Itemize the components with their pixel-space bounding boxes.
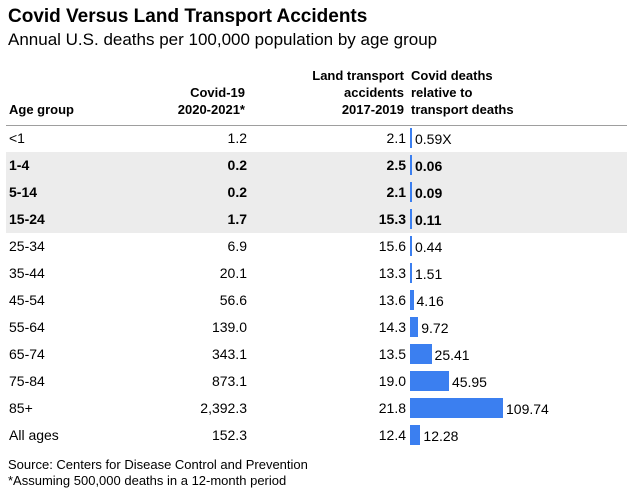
covid-rate-cell: 1.2	[227, 130, 247, 146]
land-transport-rate-cell: 15.6	[378, 238, 406, 254]
table-row: 5-14 0.2 2.1 0.09	[6, 179, 627, 206]
table-row: 65-74 343.1 13.5 25.41	[6, 341, 627, 368]
ratio-label: 0.11	[415, 212, 442, 228]
ratio-bar	[410, 209, 412, 229]
covid-rate-cell: 0.2	[227, 157, 247, 173]
table-row: 25-34 6.9 15.6 0.44	[6, 233, 627, 260]
ratio-bar	[410, 236, 412, 256]
table-row: 45-54 56.6 13.6 4.16	[6, 287, 627, 314]
land-transport-rate-cell: 13.5	[378, 346, 406, 362]
covid-rate-cell: 139.0	[211, 319, 247, 335]
covid-rate-cell: 0.2	[227, 184, 247, 200]
ratio-bar	[410, 290, 414, 310]
covid-rate-cell: 1.7	[227, 211, 247, 227]
table-row: All ages 152.3 12.4 12.28	[6, 422, 627, 449]
chart-subtitle: Annual U.S. deaths per 100,000 populatio…	[8, 30, 438, 49]
covid-rate-cell: 873.1	[211, 373, 247, 389]
land-transport-rate-cell: 21.8	[378, 400, 406, 416]
covid-rate-cell: 6.9	[227, 238, 247, 254]
age-group-cell: 1-4	[9, 157, 30, 173]
table-row: 75-84 873.1 19.0 45.95	[6, 368, 627, 395]
table-row: 55-64 139.0 14.3 9.72	[6, 314, 627, 341]
covid-rate-cell: 343.1	[211, 346, 247, 362]
land-transport-rate-cell: 2.5	[386, 157, 406, 173]
column-header-ratio: Covid deaths relative to transport death…	[411, 68, 514, 117]
ratio-bar	[410, 317, 419, 337]
age-group-cell: 35-44	[9, 265, 45, 281]
age-group-cell: 25-34	[9, 238, 45, 254]
ratio-label: 45.95	[451, 374, 487, 390]
land-transport-rate-cell: 2.1	[386, 130, 406, 146]
ratio-label: 0.44	[415, 239, 443, 255]
age-group-cell: 85+	[9, 400, 33, 416]
chart-title: Covid Versus Land Transport Accidents	[8, 6, 368, 27]
covid-rate-cell: 2,392.3	[200, 400, 247, 416]
land-transport-rate-cell: 15.3	[378, 211, 406, 227]
ratio-bar	[410, 371, 449, 391]
land-transport-rate-cell: 12.4	[378, 427, 406, 443]
age-group-cell: All ages	[9, 427, 59, 443]
age-group-cell: 65-74	[9, 346, 45, 362]
age-group-cell: 5-14	[9, 184, 38, 200]
column-header-age-group: Age group	[9, 102, 74, 117]
source-note: Source: Centers for Disease Control and …	[8, 457, 308, 472]
ratio-bar	[410, 155, 412, 175]
ratio-bar	[410, 425, 421, 445]
table-row: 85+ 2,392.3 21.8 109.74	[6, 395, 627, 422]
table-row: 1-4 0.2 2.5 0.06	[6, 152, 627, 179]
ratio-bar	[410, 128, 412, 148]
ratio-label: 109.74	[506, 401, 549, 417]
table-row: 15-24 1.7 15.3 0.11	[6, 206, 627, 233]
table-row: <1 1.2 2.1 0.59X	[6, 125, 627, 152]
land-transport-rate-cell: 14.3	[378, 319, 406, 335]
age-group-cell: 75-84	[9, 373, 45, 389]
ratio-label: 1.51	[415, 266, 443, 282]
covid-rate-cell: 20.1	[219, 265, 247, 281]
land-transport-rate-cell: 13.6	[378, 292, 406, 308]
age-group-cell: 45-54	[9, 292, 45, 308]
ratio-bar	[410, 182, 412, 202]
ratio-bar	[410, 263, 412, 283]
column-header-covid: Covid-19 2020-2021*	[177, 85, 245, 117]
footnote: *Assuming 500,000 deaths in a 12-month p…	[8, 473, 287, 488]
column-header-land-transport: Land transport accidents 2017-2019	[312, 68, 404, 117]
land-transport-rate-cell: 13.3	[378, 265, 406, 281]
ratio-label: 4.16	[416, 293, 444, 309]
table-row: 35-44 20.1 13.3 1.51	[6, 260, 627, 287]
ratio-bar	[410, 344, 432, 364]
land-transport-rate-cell: 19.0	[378, 373, 406, 389]
ratio-label: 0.59X	[415, 131, 452, 147]
ratio-label: 0.09	[415, 185, 443, 201]
ratio-label: 0.06	[415, 158, 443, 174]
covid-rate-cell: 152.3	[211, 427, 247, 443]
ratio-label: 12.28	[423, 428, 459, 444]
header-divider	[6, 125, 627, 126]
ratio-label: 25.41	[434, 347, 470, 363]
age-group-cell: 15-24	[9, 211, 45, 227]
covid-rate-cell: 56.6	[219, 292, 247, 308]
ratio-bar	[410, 398, 503, 418]
age-group-cell: <1	[9, 130, 25, 146]
land-transport-rate-cell: 2.1	[386, 184, 406, 200]
age-group-cell: 55-64	[9, 319, 45, 335]
ratio-label: 9.72	[421, 320, 449, 336]
